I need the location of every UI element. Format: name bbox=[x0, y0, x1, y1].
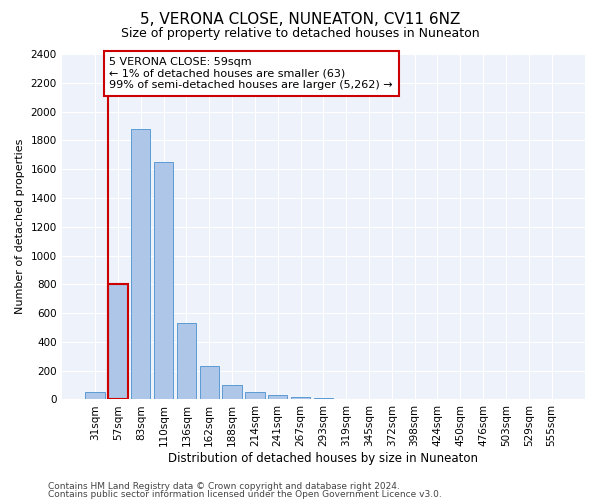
Bar bbox=[177, 323, 196, 400]
Bar bbox=[245, 392, 265, 400]
Bar bbox=[85, 392, 105, 400]
Bar bbox=[154, 162, 173, 400]
Bar bbox=[200, 366, 219, 400]
X-axis label: Distribution of detached houses by size in Nuneaton: Distribution of detached houses by size … bbox=[169, 452, 478, 465]
Bar bbox=[291, 396, 310, 400]
Y-axis label: Number of detached properties: Number of detached properties bbox=[15, 139, 25, 314]
Text: Contains public sector information licensed under the Open Government Licence v3: Contains public sector information licen… bbox=[48, 490, 442, 499]
Text: Size of property relative to detached houses in Nuneaton: Size of property relative to detached ho… bbox=[121, 28, 479, 40]
Bar bbox=[108, 284, 128, 400]
Bar bbox=[131, 129, 151, 400]
Bar bbox=[223, 385, 242, 400]
Text: 5, VERONA CLOSE, NUNEATON, CV11 6NZ: 5, VERONA CLOSE, NUNEATON, CV11 6NZ bbox=[140, 12, 460, 28]
Bar bbox=[314, 398, 333, 400]
Text: 5 VERONA CLOSE: 59sqm
← 1% of detached houses are smaller (63)
99% of semi-detac: 5 VERONA CLOSE: 59sqm ← 1% of detached h… bbox=[109, 57, 393, 90]
Bar bbox=[268, 395, 287, 400]
Bar bbox=[337, 398, 356, 400]
Text: Contains HM Land Registry data © Crown copyright and database right 2024.: Contains HM Land Registry data © Crown c… bbox=[48, 482, 400, 491]
